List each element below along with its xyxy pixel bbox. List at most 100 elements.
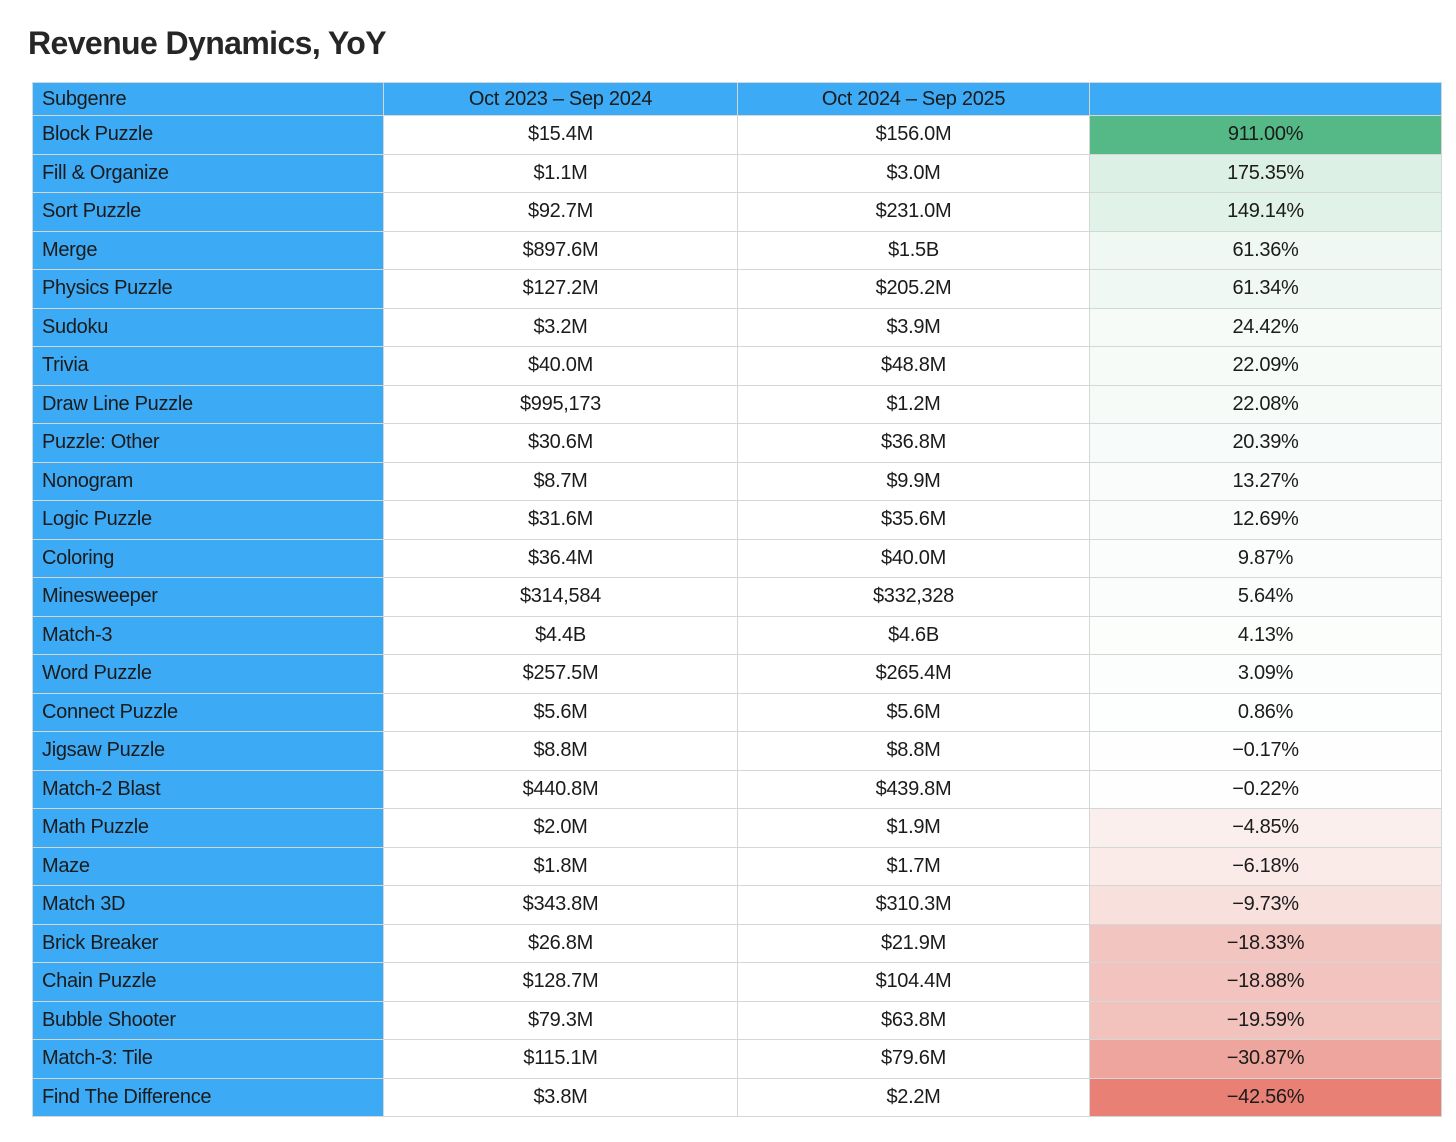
revenue-2023-2024-cell: $92.7M — [383, 192, 738, 232]
revenue-2023-2024-cell: $8.8M — [383, 731, 738, 771]
yoy-change-cell: −0.22% — [1089, 769, 1442, 809]
subgenre-cell: Trivia — [32, 346, 384, 386]
yoy-change-cell: 4.13% — [1089, 615, 1442, 655]
revenue-2023-2024-cell: $440.8M — [383, 769, 738, 809]
revenue-2024-2025-cell: $5.6M — [737, 692, 1090, 732]
yoy-change-cell: −30.87% — [1089, 1039, 1442, 1079]
table-row: Match-2 Blast $440.8M $439.8M −0.22% — [32, 769, 1442, 809]
table-row: Bubble Shooter $79.3M $63.8M −19.59% — [32, 1000, 1442, 1040]
revenue-2024-2025-cell: $156.0M — [737, 115, 1090, 155]
yoy-change-cell: −19.59% — [1089, 1000, 1442, 1040]
revenue-2024-2025-cell: $1.5B — [737, 230, 1090, 270]
revenue-2023-2024-cell: $36.4M — [383, 538, 738, 578]
yoy-change-cell: 911.00% — [1089, 115, 1442, 155]
header-row: Subgenre Oct 2023 – Sep 2024 Oct 2024 – … — [32, 82, 1442, 116]
revenue-2024-2025-cell: $205.2M — [737, 269, 1090, 309]
revenue-2023-2024-cell: $1.1M — [383, 153, 738, 193]
header-subgenre: Subgenre — [32, 82, 384, 116]
revenue-2023-2024-cell: $897.6M — [383, 230, 738, 270]
yoy-change-cell: −42.56% — [1089, 1077, 1442, 1117]
table-row: Sudoku $3.2M $3.9M 24.42% — [32, 307, 1442, 347]
table-row: Logic Puzzle $31.6M $35.6M 12.69% — [32, 500, 1442, 540]
revenue-2023-2024-cell: $15.4M — [383, 115, 738, 155]
subgenre-cell: Minesweeper — [32, 577, 384, 617]
table-row: Connect Puzzle $5.6M $5.6M 0.86% — [32, 692, 1442, 732]
revenue-2023-2024-cell: $31.6M — [383, 500, 738, 540]
revenue-table: Subgenre Oct 2023 – Sep 2024 Oct 2024 – … — [32, 82, 1442, 1117]
table-row: Trivia $40.0M $48.8M 22.09% — [32, 346, 1442, 386]
subgenre-cell: Coloring — [32, 538, 384, 578]
revenue-2024-2025-cell: $439.8M — [737, 769, 1090, 809]
revenue-2024-2025-cell: $40.0M — [737, 538, 1090, 578]
revenue-2024-2025-cell: $9.9M — [737, 461, 1090, 501]
yoy-change-cell: 22.09% — [1089, 346, 1442, 386]
revenue-2024-2025-cell: $63.8M — [737, 1000, 1090, 1040]
yoy-change-cell: 12.69% — [1089, 500, 1442, 540]
revenue-2023-2024-cell: $1.8M — [383, 846, 738, 886]
revenue-2024-2025-cell: $48.8M — [737, 346, 1090, 386]
subgenre-cell: Jigsaw Puzzle — [32, 731, 384, 771]
subgenre-cell: Nonogram — [32, 461, 384, 501]
yoy-change-cell: −9.73% — [1089, 885, 1442, 925]
revenue-2023-2024-cell: $4.4B — [383, 615, 738, 655]
revenue-2024-2025-cell: $104.4M — [737, 962, 1090, 1002]
subgenre-cell: Physics Puzzle — [32, 269, 384, 309]
page-title: Revenue Dynamics, YoY — [28, 25, 387, 61]
table-row: Draw Line Puzzle $995,173 $1.2M 22.08% — [32, 384, 1442, 424]
subgenre-cell: Connect Puzzle — [32, 692, 384, 732]
revenue-2024-2025-cell: $2.2M — [737, 1077, 1090, 1117]
table-row: Match 3D $343.8M $310.3M −9.73% — [32, 885, 1442, 925]
subgenre-cell: Match-2 Blast — [32, 769, 384, 809]
revenue-2024-2025-cell: $3.9M — [737, 307, 1090, 347]
revenue-2024-2025-cell: $8.8M — [737, 731, 1090, 771]
revenue-2023-2024-cell: $314,584 — [383, 577, 738, 617]
subgenre-cell: Word Puzzle — [32, 654, 384, 694]
table-row: Nonogram $8.7M $9.9M 13.27% — [32, 461, 1442, 501]
table-row: Find The Difference $3.8M $2.2M −42.56% — [32, 1077, 1442, 1117]
subgenre-cell: Maze — [32, 846, 384, 886]
yoy-change-cell: 61.34% — [1089, 269, 1442, 309]
subgenre-cell: Bubble Shooter — [32, 1000, 384, 1040]
revenue-2023-2024-cell: $128.7M — [383, 962, 738, 1002]
revenue-2024-2025-cell: $3.0M — [737, 153, 1090, 193]
revenue-2023-2024-cell: $8.7M — [383, 461, 738, 501]
yoy-change-cell: 24.42% — [1089, 307, 1442, 347]
yoy-change-cell: 61.36% — [1089, 230, 1442, 270]
revenue-2023-2024-cell: $40.0M — [383, 346, 738, 386]
yoy-change-cell: 13.27% — [1089, 461, 1442, 501]
revenue-2023-2024-cell: $30.6M — [383, 423, 738, 463]
subgenre-cell: Math Puzzle — [32, 808, 384, 848]
subgenre-cell: Puzzle: Other — [32, 423, 384, 463]
revenue-2024-2025-cell: $231.0M — [737, 192, 1090, 232]
header-period-2024-2025: Oct 2024 – Sep 2025 — [737, 82, 1090, 116]
revenue-2024-2025-cell: $1.7M — [737, 846, 1090, 886]
table-row: Jigsaw Puzzle $8.8M $8.8M −0.17% — [32, 731, 1442, 771]
revenue-2023-2024-cell: $127.2M — [383, 269, 738, 309]
table-row: Brick Breaker $26.8M $21.9M −18.33% — [32, 923, 1442, 963]
yoy-change-cell: 9.87% — [1089, 538, 1442, 578]
table-row: Physics Puzzle $127.2M $205.2M 61.34% — [32, 269, 1442, 309]
yoy-change-cell: −18.88% — [1089, 962, 1442, 1002]
table-row: Fill & Organize $1.1M $3.0M 175.35% — [32, 153, 1442, 193]
table-body: Block Puzzle $15.4M $156.0M 911.00% Fill… — [32, 115, 1442, 1117]
subgenre-cell: Find The Difference — [32, 1077, 384, 1117]
subgenre-cell: Merge — [32, 230, 384, 270]
revenue-2023-2024-cell: $115.1M — [383, 1039, 738, 1079]
subgenre-cell: Sort Puzzle — [32, 192, 384, 232]
subgenre-cell: Sudoku — [32, 307, 384, 347]
subgenre-cell: Brick Breaker — [32, 923, 384, 963]
revenue-2024-2025-cell: $35.6M — [737, 500, 1090, 540]
yoy-change-cell: 0.86% — [1089, 692, 1442, 732]
table-row: Chain Puzzle $128.7M $104.4M −18.88% — [32, 962, 1442, 1002]
yoy-change-cell: 149.14% — [1089, 192, 1442, 232]
table-row: Puzzle: Other $30.6M $36.8M 20.39% — [32, 423, 1442, 463]
revenue-2023-2024-cell: $5.6M — [383, 692, 738, 732]
revenue-2024-2025-cell: $332,328 — [737, 577, 1090, 617]
revenue-2024-2025-cell: $36.8M — [737, 423, 1090, 463]
revenue-2024-2025-cell: $4.6B — [737, 615, 1090, 655]
table-header: Subgenre Oct 2023 – Sep 2024 Oct 2024 – … — [32, 82, 1442, 116]
subgenre-cell: Draw Line Puzzle — [32, 384, 384, 424]
table-row: Match-3: Tile $115.1M $79.6M −30.87% — [32, 1039, 1442, 1079]
yoy-change-cell: −0.17% — [1089, 731, 1442, 771]
